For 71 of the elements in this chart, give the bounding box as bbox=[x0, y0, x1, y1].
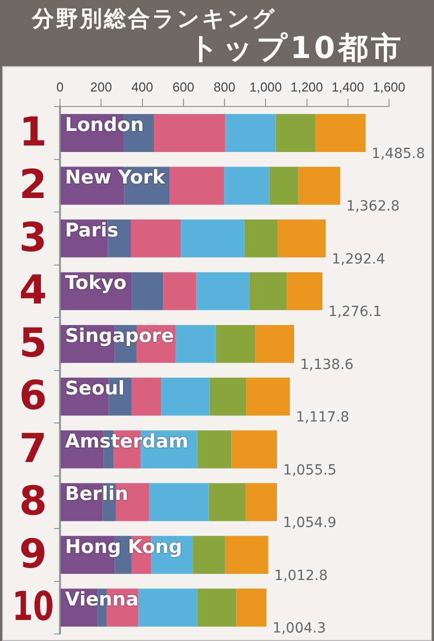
total-label: 1,485.8 bbox=[372, 146, 425, 162]
text: 1 bbox=[19, 109, 47, 156]
bar bbox=[315, 114, 366, 152]
bar bbox=[286, 272, 322, 310]
bar bbox=[244, 219, 278, 258]
text: 4 bbox=[19, 268, 47, 314]
total-label: 1,362.8 bbox=[346, 198, 400, 215]
total-label: 1,138.6 bbox=[300, 356, 354, 373]
bar bbox=[278, 219, 326, 258]
y-tick-label: New York bbox=[65, 166, 166, 189]
bar bbox=[269, 166, 298, 205]
total-label: 1,292.4 bbox=[332, 251, 386, 268]
y-tick-label: Tokyo bbox=[65, 272, 127, 294]
total-label: 1,012.8 bbox=[274, 568, 328, 584]
x-tick-label: 1,400 bbox=[332, 79, 364, 94]
chart-subtitle: トップ10都市 bbox=[188, 30, 404, 68]
bar bbox=[176, 324, 216, 363]
bar bbox=[170, 166, 224, 205]
y-tick-label: Berlin bbox=[65, 483, 128, 506]
x-tick-label: 1,000 bbox=[249, 79, 282, 94]
x-tick-label: 0 bbox=[56, 79, 64, 94]
bar bbox=[236, 588, 266, 627]
text: 2 bbox=[19, 162, 47, 208]
bar bbox=[276, 114, 316, 152]
bar bbox=[246, 483, 277, 522]
bar bbox=[210, 378, 246, 416]
total-label: 1,004.3 bbox=[272, 620, 326, 637]
bar bbox=[249, 272, 287, 310]
x-tick-label: 600 bbox=[172, 79, 194, 94]
bar bbox=[132, 272, 164, 310]
x-tick-label: 800 bbox=[214, 79, 236, 94]
y-tick-label: Seoul bbox=[65, 378, 125, 400]
bar bbox=[130, 219, 181, 258]
bar bbox=[193, 536, 226, 574]
bar bbox=[197, 588, 236, 627]
chart-title: 分野別総合ランキング bbox=[32, 6, 277, 32]
bar bbox=[255, 324, 294, 363]
text: 5 bbox=[19, 320, 47, 366]
bar bbox=[224, 166, 270, 205]
text: 6 bbox=[19, 373, 47, 420]
y-tick-label: London bbox=[65, 114, 144, 136]
bar bbox=[149, 483, 209, 522]
bar bbox=[196, 272, 250, 310]
bar bbox=[161, 378, 210, 416]
bar bbox=[225, 536, 268, 574]
bar bbox=[180, 219, 244, 258]
x-tick-label: 1,600 bbox=[372, 79, 406, 94]
text: 9 bbox=[19, 531, 47, 578]
bar bbox=[163, 272, 196, 310]
bar bbox=[298, 166, 340, 205]
bar bbox=[154, 114, 226, 152]
bar bbox=[246, 378, 290, 416]
bar bbox=[231, 430, 278, 468]
bar bbox=[216, 324, 256, 363]
text: 10 bbox=[12, 584, 54, 630]
bar bbox=[208, 483, 246, 522]
total-label: 1,276.1 bbox=[328, 304, 382, 320]
x-tick-label: 200 bbox=[90, 79, 112, 94]
bar bbox=[138, 588, 198, 627]
text: 3 bbox=[19, 214, 47, 261]
y-tick-label: Paris bbox=[65, 219, 118, 242]
total-label: 1,055.5 bbox=[283, 462, 336, 478]
bar bbox=[197, 430, 232, 468]
bar bbox=[225, 114, 276, 152]
total-label: 1,117.8 bbox=[296, 410, 350, 426]
x-tick-label: 1,200 bbox=[290, 79, 324, 94]
bar bbox=[132, 378, 162, 416]
text: 8 bbox=[19, 478, 47, 525]
total-label: 1,054.9 bbox=[282, 515, 336, 532]
text: 7 bbox=[19, 426, 47, 472]
x-tick-label: 400 bbox=[131, 79, 154, 94]
